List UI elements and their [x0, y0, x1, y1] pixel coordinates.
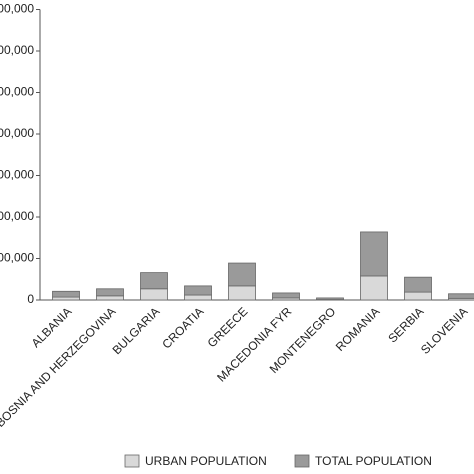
bar-segment: [448, 293, 474, 299]
bar-segment: [52, 296, 80, 301]
y-tick-label: 70,000,000: [0, 2, 34, 16]
x-tick-label: ALBANIA: [29, 304, 75, 350]
x-tick-label: BULGARIA: [110, 304, 163, 357]
legend-label: URBAN POPULATION: [145, 454, 267, 468]
y-tick-label: 60,000,000: [0, 43, 34, 57]
bar-segment: [140, 288, 168, 301]
bar-segment: [272, 292, 300, 299]
x-tick-label: SLOVENIA: [418, 304, 470, 356]
bar-segment: [96, 295, 124, 301]
bar-segment: [184, 285, 212, 296]
x-tick-label: GREECE: [205, 304, 251, 350]
bar-segment: [52, 290, 80, 298]
bar-segment: [228, 262, 256, 287]
legend-swatch: [124, 454, 140, 468]
y-tick-label: 0: [27, 292, 34, 306]
y-tick-label: 40,000,000: [0, 126, 34, 140]
bar-segment: [404, 291, 432, 301]
legend-label: TOTAL POPULATION: [315, 454, 432, 468]
x-tick-label: CROATIA: [159, 304, 206, 351]
bar-segment: [404, 276, 432, 293]
bar-segment: [360, 231, 388, 277]
bar-segment: [140, 272, 168, 290]
y-tick-label: 30,000,000: [0, 168, 34, 182]
x-tick-label: MACEDONIA FYR: [214, 304, 294, 384]
y-tick-label: 20,000,000: [0, 209, 34, 223]
bar-segment: [228, 285, 256, 301]
y-tick-label: 10,000,000: [0, 251, 34, 265]
bar-segment: [316, 297, 344, 300]
x-tick-label: ROMANIA: [333, 304, 383, 354]
bar-segment: [184, 294, 212, 301]
bar-segment: [96, 288, 124, 297]
bar-segment: [360, 275, 388, 301]
x-tick-label: SERBIA: [385, 304, 426, 345]
legend-swatch: [294, 454, 310, 468]
y-tick-label: 50,000,000: [0, 85, 34, 99]
